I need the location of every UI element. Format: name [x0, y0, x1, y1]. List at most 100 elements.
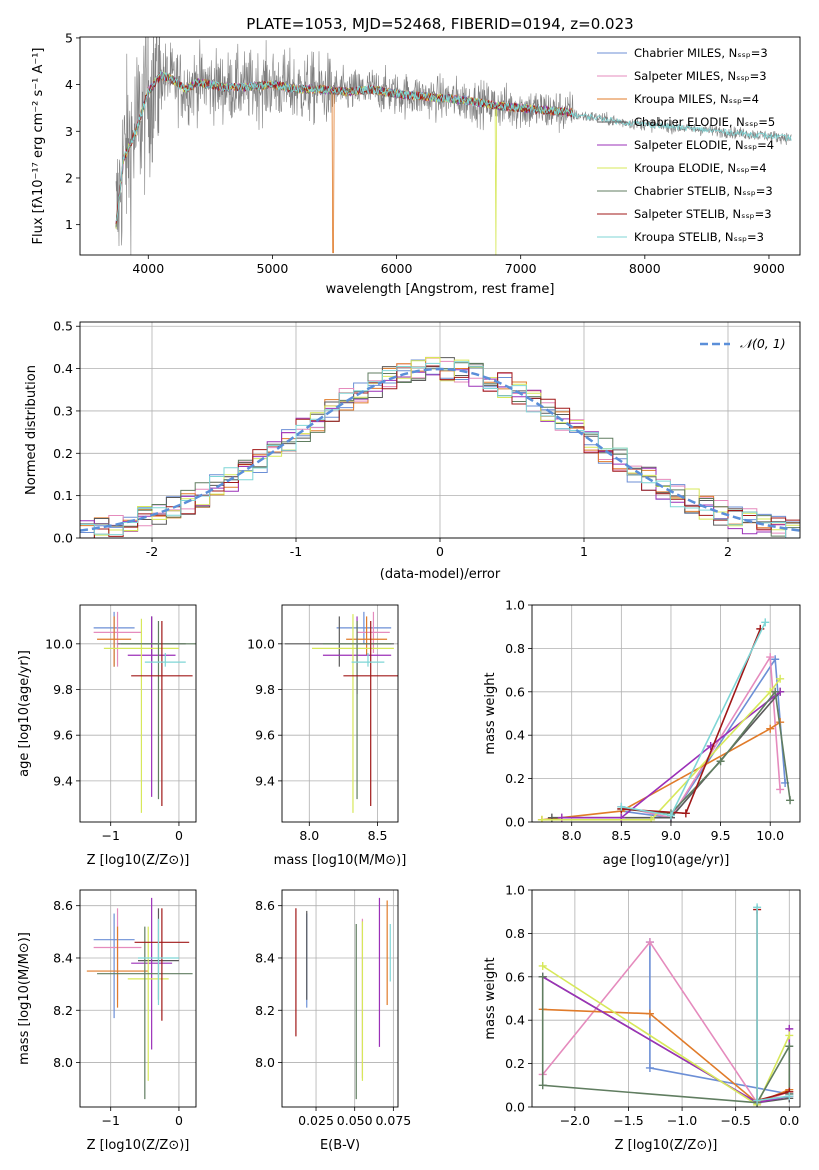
- series-marker: [753, 903, 762, 912]
- series-9: [753, 903, 794, 1105]
- series-marker: [785, 1031, 794, 1040]
- legend-entry: Chabrier STELIB, Nₛₛₚ=3: [634, 184, 773, 198]
- y-tick-label: 0.0: [53, 531, 73, 546]
- x-tick-label: 0: [436, 544, 444, 559]
- errorbar-7: [322, 620, 392, 800]
- y-tick-label: 0.4: [53, 361, 73, 376]
- y-axis-label: Normed distribution: [24, 365, 39, 495]
- series-marker: [766, 724, 775, 733]
- errorbar-3: [86, 926, 149, 1008]
- series-marker: [786, 796, 795, 805]
- series-2: [617, 653, 785, 822]
- y-tick-label: 8.0: [53, 1055, 73, 1070]
- series-marker: [761, 618, 770, 627]
- errorbar-6: [127, 926, 169, 1081]
- x-tick-label: 0.075: [375, 1113, 411, 1128]
- series-2: [538, 938, 794, 1107]
- errorbar-5: [127, 616, 176, 797]
- y-tick-label: 0.1: [53, 488, 73, 503]
- y-tick-label: 0.0: [505, 815, 525, 830]
- x-axis-label: age [log10(age/yr)]: [603, 853, 730, 868]
- x-tick-label: 6000: [381, 261, 413, 276]
- errorbars: [93, 611, 196, 813]
- x-tick-label: 9.5: [711, 828, 731, 843]
- series-1: [617, 655, 790, 822]
- x-tick-label: 8.5: [368, 828, 388, 843]
- x-tick-label: −2.0: [560, 1113, 590, 1128]
- y-axis-label: mass [log10(M/M⊙)]: [17, 932, 32, 1065]
- y-tick-label: 0.4: [505, 1013, 525, 1028]
- errorbars: [295, 897, 391, 1100]
- plot-frame: [531, 889, 801, 1108]
- y-tick-label: 8.4: [255, 950, 275, 965]
- x-tick-label: 0.0: [779, 1113, 799, 1128]
- series-marker: [753, 1096, 762, 1105]
- series-marker: [537, 815, 546, 822]
- errorbar-2: [357, 611, 390, 653]
- errorbars: [284, 611, 398, 813]
- histogram-8: [80, 365, 800, 538]
- series-marker: [785, 1042, 794, 1051]
- errorbar-9: [144, 652, 186, 667]
- plot-frame: [281, 604, 399, 823]
- y-tick-label: 5: [65, 30, 73, 45]
- x-tick-label: 0: [175, 1113, 183, 1128]
- y-tick-label: 9.8: [255, 682, 275, 697]
- series-marker: [776, 785, 785, 794]
- series-line: [542, 940, 790, 1104]
- spectrum-lines: [115, 37, 792, 255]
- histograms: [80, 356, 800, 538]
- model-line-8: [115, 72, 573, 224]
- normal-curve: [80, 367, 800, 532]
- model-line-9: [115, 71, 792, 222]
- series-4: [538, 972, 794, 1107]
- x-tick-label: 1: [580, 544, 588, 559]
- series-5: [538, 972, 794, 1107]
- plot-frame: [281, 889, 399, 1108]
- x-axis-label: mass [log10(M/M⊙)]: [274, 853, 407, 868]
- series-marker: [716, 757, 725, 766]
- x-tick-label: 10.0: [756, 828, 784, 843]
- y-tick-label: 0.2: [505, 771, 525, 786]
- y-tick-label: 9.8: [53, 682, 73, 697]
- series-line: [542, 965, 791, 1106]
- errorbar-3: [97, 616, 132, 667]
- errorbar-7: [97, 926, 193, 1100]
- legend-entry: Salpeter STELIB, Nₛₛₚ=3: [634, 207, 772, 221]
- series-4: [547, 687, 785, 822]
- y-tick-label: 0.4: [505, 728, 525, 743]
- legend-entry: Kroupa MILES, Nₛₛₚ=4: [634, 92, 759, 106]
- y-tick-label: 0.6: [505, 969, 525, 984]
- x-tick-label: -2: [146, 544, 158, 559]
- errorbar-8: [131, 620, 193, 807]
- y-tick-label: 9.6: [53, 728, 73, 743]
- residuals-legend: 𝒩(0, 1): [700, 336, 786, 351]
- y-tick-label: 0.0: [505, 1100, 525, 1115]
- x-axis-label: Z [log10(Z/Z⊙)]: [87, 1138, 190, 1153]
- plot-frame: [79, 321, 801, 539]
- y-tick-label: 2: [65, 170, 73, 185]
- plot-frame: [531, 604, 801, 823]
- x-axis-label: (data-model)/error: [380, 567, 501, 582]
- legend-entry: Chabrier MILES, Nₛₛₚ=3: [634, 46, 768, 60]
- y-tick-label: 8.6: [53, 898, 73, 913]
- weight-lines: [537, 618, 795, 822]
- y-tick-label: 8.6: [255, 898, 275, 913]
- series-line: [541, 721, 781, 821]
- y-tick-label: 8.4: [53, 950, 73, 965]
- series-7: [538, 972, 794, 1107]
- y-tick-label: 10.0: [45, 636, 73, 651]
- x-tick-label: −0.5: [721, 1113, 751, 1128]
- series-6: [537, 674, 785, 822]
- series-line: [541, 678, 781, 821]
- series-marker: [766, 653, 775, 662]
- series-marker: [785, 1092, 794, 1101]
- mass-vs-EBV-panel: 0.025 0.050 0.075 8.0 8.2 8.4 8.6 E(B-V): [255, 889, 411, 1153]
- legend-entry: Salpeter ELODIE, Nₛₛₚ=4: [634, 138, 774, 152]
- x-tick-label: 4000: [132, 261, 164, 276]
- errorbar-9: [138, 918, 179, 1006]
- y-tick-label: 1.0: [505, 883, 525, 898]
- x-tick-label: −1: [101, 828, 119, 843]
- mass-weight-vs-age-panel: 8.0 8.5 9.0 9.5 10.0 0.0 0.2 0.4 0.6 0.8 1.0 age [l…: [483, 598, 801, 868]
- series-line: [621, 654, 781, 819]
